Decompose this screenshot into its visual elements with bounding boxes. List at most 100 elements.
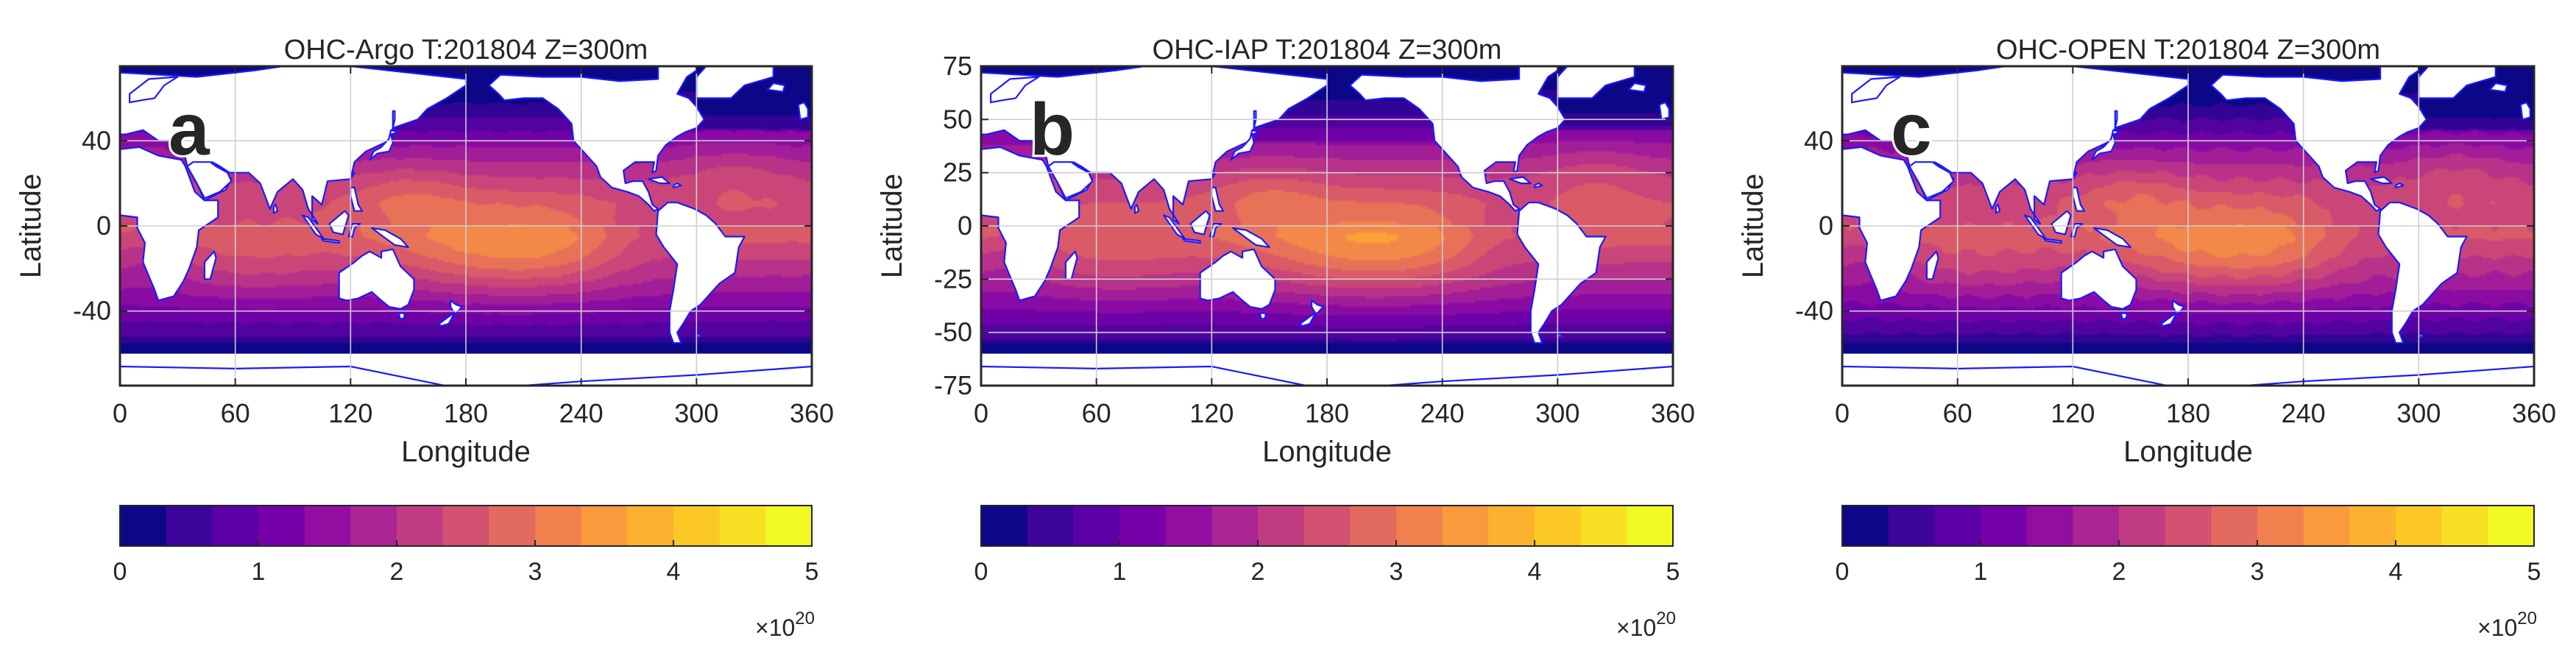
plot-title: OHC-Argo T:201804 Z=300m <box>284 35 648 65</box>
coastline-landmass <box>2370 176 2393 185</box>
colorbar-step <box>1396 506 1443 546</box>
colorbar-tick-label: 4 <box>667 558 681 586</box>
y-tick-label: -25 <box>934 263 972 294</box>
colorbar-step <box>1119 506 1167 546</box>
plot-title: OHC-IAP T:201804 Z=300m <box>1153 35 1502 65</box>
colorbar-step <box>2119 506 2166 546</box>
coastline-landmass <box>350 171 355 180</box>
coastline-landmass <box>2072 171 2078 180</box>
x-tick-label: 180 <box>444 398 488 428</box>
x-axis: 0 60 120 180 240 300 360 <box>1835 66 2556 428</box>
panel-letter: c <box>1891 88 1932 171</box>
coastline-landmass <box>272 204 279 214</box>
coastline-landmass <box>129 76 179 104</box>
land-layer <box>1842 66 2534 386</box>
y-tick-label: 40 <box>1804 125 1833 155</box>
x-axis-label: Longitude <box>2123 436 2253 468</box>
colorbar-step <box>1073 506 1120 546</box>
colorbar-exponent-power: 20 <box>2517 609 2537 628</box>
colorbar-step <box>1258 506 1305 546</box>
colorbar-tick-label: 0 <box>113 558 127 586</box>
panel-b: 0 60 120 180 240 300 3607550250-25-50-75OHC-IA… <box>876 35 1695 641</box>
colorbar-tick-label: 2 <box>390 558 404 586</box>
colorbar-step <box>627 506 674 546</box>
coastline-landmass <box>371 227 409 248</box>
coastline-landmass <box>2093 227 2131 248</box>
y-axis: 75 50 25 0 -25 -50 -75 <box>934 51 1673 400</box>
coastline-landmass <box>1230 129 1261 161</box>
coastline-landmass <box>1533 183 1543 188</box>
colorbar-step <box>304 506 351 546</box>
colorbar-tick-label: 3 <box>528 558 542 586</box>
colorbar-step <box>981 506 1028 546</box>
colorbar-step <box>2257 506 2304 546</box>
coastline-landmass <box>696 66 774 99</box>
colorbar-tick-label: 2 <box>1251 558 1265 586</box>
x-tick-label: 240 <box>1420 398 1465 428</box>
colorbar-step <box>1350 506 1397 546</box>
coastline-landmass <box>1925 250 1939 280</box>
x-axis-label: Longitude <box>1262 436 1392 468</box>
colorbar-step <box>2396 506 2443 546</box>
colorbar-tick-label: 0 <box>1836 558 1850 586</box>
colorbar-step <box>1934 506 1981 546</box>
colorbar: 0 1 2 3 4 5 ×1020 <box>974 505 1680 641</box>
y-axis: 40 0 -40 <box>1795 125 2534 326</box>
colorbar-exponent-label: ×1020 <box>1616 609 1676 641</box>
colorbar-tick-label: 4 <box>2389 558 2403 586</box>
y-tick-label: -40 <box>73 296 111 326</box>
coastline-landmass <box>2394 183 2405 188</box>
y-tick-label: 0 <box>958 210 972 241</box>
colorbar-step <box>2211 506 2258 546</box>
colorbar-tick-label: 1 <box>1113 558 1127 586</box>
coastline-landmass <box>2043 238 2062 244</box>
x-tick-label: 180 <box>1305 398 1349 428</box>
x-tick-label: 180 <box>2166 398 2210 428</box>
colorbar-tick-label: 5 <box>1666 558 1680 586</box>
colorbar-tick-label: 3 <box>2251 558 2265 586</box>
colorbar-step <box>1842 506 1889 546</box>
coastline-landmass <box>328 210 350 235</box>
grid <box>1842 66 2534 386</box>
coastline-landmass <box>2172 300 2185 314</box>
colorbar-frame <box>119 505 813 547</box>
panel-letter: a <box>169 88 210 171</box>
x-tick-label: 240 <box>2282 398 2326 428</box>
x-axis-label: Longitude <box>401 436 531 468</box>
coastline-landmass <box>672 183 682 188</box>
colorbar-step <box>1981 506 2028 546</box>
y-tick-label: 0 <box>1819 210 1833 241</box>
x-tick-label: 60 <box>1943 398 1972 428</box>
grid <box>981 66 1673 386</box>
y-tick-label: 40 <box>82 125 111 155</box>
y-tick-label: 75 <box>943 51 972 81</box>
colorbar-step <box>719 506 766 546</box>
coastline-landmass <box>766 82 786 93</box>
coastline-landmass <box>1189 210 1211 235</box>
x-axis: 0 60 120 180 240 300 360 <box>974 66 1695 428</box>
coastline-landmass <box>1995 204 2001 214</box>
coastline-landmass <box>2050 210 2072 235</box>
coastline-landmass <box>1232 227 1270 248</box>
coastline-landmass <box>2418 66 2497 99</box>
coastline-landmass <box>1133 204 1140 214</box>
coastline-landmass <box>2114 110 2118 129</box>
colorbar-step <box>1535 506 1582 546</box>
y-tick-label: 25 <box>943 157 972 188</box>
coastline-landmass <box>990 76 1040 104</box>
colorbar-step <box>489 506 536 546</box>
coastline-landmass <box>1908 161 1955 199</box>
colorbar-step <box>212 506 259 546</box>
land-layer <box>981 66 1673 386</box>
x-tick-label: 300 <box>674 398 718 428</box>
colorbar-step <box>2349 506 2396 546</box>
coastline-landmass <box>120 365 812 386</box>
colorbar-tick-label: 0 <box>974 558 988 586</box>
x-tick-label: 60 <box>221 398 250 428</box>
y-axis-label: Latitude <box>15 174 47 278</box>
x-tick-label: 360 <box>1651 398 1695 428</box>
coastline-landmass <box>797 102 809 121</box>
